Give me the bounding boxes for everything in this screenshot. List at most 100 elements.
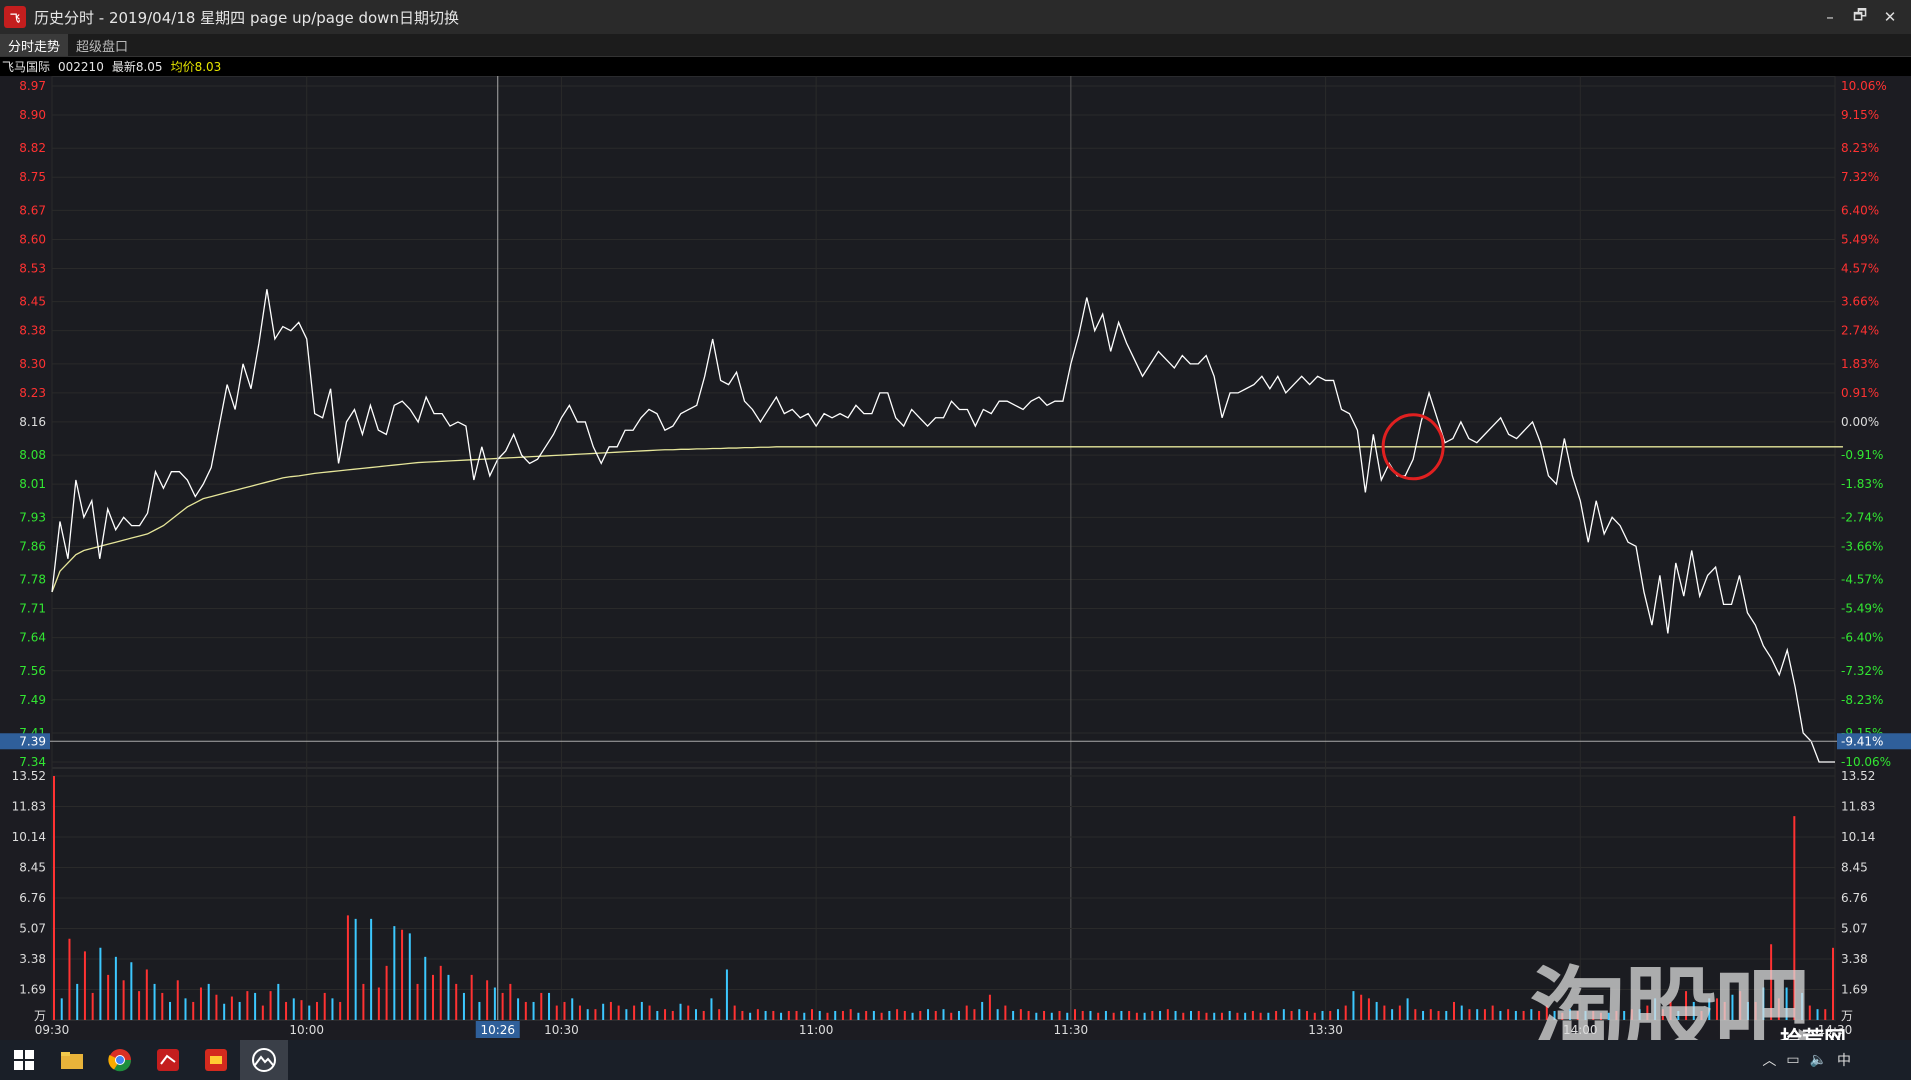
price-tick-label: 8.45	[19, 295, 46, 309]
pct-tick-label: -8.23%	[1841, 693, 1883, 707]
app-icon-1[interactable]	[144, 1040, 192, 1080]
pct-tick-label: -3.66%	[1841, 539, 1883, 553]
stock-name: 飞马国际	[2, 60, 51, 74]
volume-tick-label: 13.52	[12, 769, 46, 783]
taskbar: ︿ ▭ 🔈 中	[0, 1040, 1911, 1080]
ime-indicator[interactable]: 中	[1837, 1053, 1851, 1069]
chrome-icon[interactable]	[96, 1040, 144, 1080]
price-tick-label: 7.78	[19, 573, 46, 587]
pct-tick-label: 0.00%	[1841, 415, 1879, 429]
volume-tick-label-right: 万	[1841, 1009, 1853, 1023]
price-tick-label: 8.53	[19, 261, 46, 275]
volume-tick-label: 3.38	[19, 952, 46, 966]
volume-tick-label: 5.07	[19, 922, 46, 936]
system-tray: ︿ ▭ 🔈 中	[1762, 1040, 1851, 1080]
pct-tick-label: 6.40%	[1841, 203, 1879, 217]
price-tick-label: 7.71	[19, 602, 46, 616]
price-tick-label: 8.16	[19, 415, 46, 429]
tab-bar: 分时走势 超级盘口	[0, 34, 1911, 57]
average-price-line	[51, 446, 1843, 593]
price-panel	[51, 76, 1836, 763]
volume-tick-label: 万	[34, 1009, 46, 1023]
price-tick-label: 8.67	[19, 203, 46, 217]
cursor-price-box	[0, 733, 50, 750]
pct-tick-label: 3.66%	[1841, 295, 1879, 309]
volume-tick-label-right: 3.38	[1841, 952, 1868, 966]
average-price: 均价8.03	[170, 60, 222, 74]
pct-tick-label: 7.32%	[1841, 170, 1879, 184]
time-label: 14:30	[1818, 1023, 1853, 1037]
volume-tick-label-right: 5.07	[1841, 922, 1868, 936]
file-explorer-icon[interactable]	[48, 1040, 96, 1080]
tray-chevron-icon[interactable]: ︿	[1762, 1053, 1777, 1069]
time-label: 11:30	[1054, 1023, 1089, 1037]
stock-code: 002210	[58, 59, 104, 74]
pct-tick-label: 5.49%	[1841, 232, 1879, 246]
price-tick-label: 7.49	[19, 693, 46, 707]
pct-tick-label: -5.49%	[1841, 602, 1883, 616]
title-bar: 飞 历史分时 - 2019/04/18 星期四 page up/page dow…	[0, 0, 1911, 34]
stock-info-bar: 飞马国际 002210 最新8.05 均价8.03	[0, 57, 1911, 76]
volume-tick-label-right: 11.83	[1841, 800, 1875, 814]
window-title: 历史分时 - 2019/04/18 星期四 page up/page down日…	[34, 8, 459, 27]
app-icon-3[interactable]	[240, 1040, 288, 1080]
app-logo-icon: 飞	[4, 6, 26, 28]
close-icon[interactable]: ✕	[1883, 8, 1897, 26]
price-tick-label: 8.01	[19, 477, 46, 491]
price-tick-label: 8.60	[19, 232, 46, 246]
pct-tick-label: -6.40%	[1841, 631, 1883, 645]
pct-tick-label: -7.32%	[1841, 664, 1883, 678]
time-label: 11:00	[799, 1023, 834, 1037]
price-tick-label: 8.23	[19, 386, 46, 400]
volume-tick-label: 10.14	[12, 830, 46, 844]
volume-tick-label: 8.45	[19, 861, 46, 875]
intraday-chart[interactable]: 8.97 10.06% 8.90 9.15% 8.82 8.23% 8.75 7.32% 8.6…	[0, 76, 1911, 1040]
cursor-pct-label: -9.41%	[1841, 734, 1883, 748]
volume-tick-label: 1.69	[19, 983, 46, 997]
minimize-icon[interactable]: –	[1826, 8, 1834, 26]
price-tick-label: 8.30	[19, 357, 46, 371]
time-label: 10:30	[544, 1023, 579, 1037]
volume-tick-label: 11.83	[12, 800, 46, 814]
pct-tick-label: 10.06%	[1841, 79, 1887, 93]
price-tick-label: 8.08	[19, 448, 46, 462]
time-label: 14:00	[1563, 1023, 1598, 1037]
network-icon[interactable]: ▭	[1786, 1052, 1800, 1068]
price-tick-label: 8.90	[19, 108, 46, 122]
volume-tick-label-right: 13.52	[1841, 769, 1875, 783]
cursor-time-label: 10:26	[480, 1023, 515, 1037]
annotation-circle	[1381, 413, 1445, 481]
pct-tick-label: -4.57%	[1841, 573, 1883, 587]
windows-start-icon[interactable]	[0, 1040, 48, 1080]
pct-tick-label: -10.06%	[1841, 755, 1891, 769]
price-tick-label: 7.64	[19, 631, 46, 645]
pct-tick-label: 0.91%	[1841, 386, 1879, 400]
volume-tick-label-right: 6.76	[1841, 891, 1868, 905]
volume-tick-label-right: 10.14	[1841, 830, 1875, 844]
volume-tick-label-right: 1.69	[1841, 983, 1868, 997]
restore-icon[interactable]: 🗗	[1852, 5, 1868, 24]
price-tick-label: 7.86	[19, 539, 46, 553]
pct-tick-label: 2.74%	[1841, 324, 1879, 338]
pct-tick-label: 8.23%	[1841, 141, 1879, 155]
price-tick-label: 7.34	[19, 755, 46, 769]
cursor-pct-box	[1837, 733, 1911, 750]
volume-icon[interactable]: 🔈	[1809, 1052, 1827, 1068]
price-tick-label: 8.82	[19, 141, 46, 155]
pct-tick-label: 1.83%	[1841, 357, 1879, 371]
cursor-time-box	[475, 1021, 520, 1038]
pct-tick-label: 4.57%	[1841, 261, 1879, 275]
price-tick-label: 7.56	[19, 664, 46, 678]
price-tick-label: 8.75	[19, 170, 46, 184]
time-label: 09:30	[35, 1023, 70, 1037]
price-line	[51, 289, 1835, 763]
window-controls: – 🗗 ✕	[1815, 0, 1905, 34]
pct-tick-label: -1.83%	[1841, 477, 1883, 491]
price-tick-label: 7.93	[19, 510, 46, 524]
tab-intraday[interactable]: 分时走势	[0, 34, 69, 56]
volume-tick-label-right: 8.45	[1841, 861, 1868, 875]
pct-tick-label: -0.91%	[1841, 448, 1883, 462]
tab-super-quote[interactable]: 超级盘口	[76, 40, 129, 55]
app-icon-2[interactable]	[192, 1040, 240, 1080]
price-tick-label: 8.97	[19, 79, 46, 93]
